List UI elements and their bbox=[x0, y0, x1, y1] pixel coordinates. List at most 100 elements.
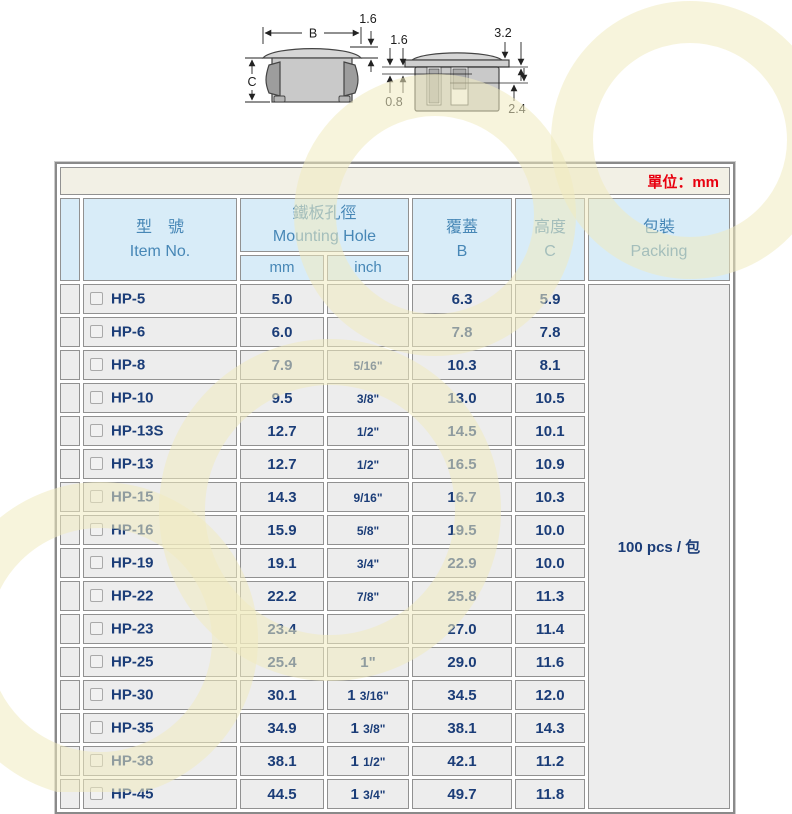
mm-cell: 5.0 bbox=[240, 284, 324, 314]
b-cell: 16.5 bbox=[412, 449, 512, 479]
row-spacer-cell bbox=[60, 482, 80, 512]
dim-sec-bottom-right-label: 2.4 bbox=[508, 102, 525, 116]
b-cell: 42.1 bbox=[412, 746, 512, 776]
header-packing-en: Packing bbox=[630, 242, 688, 260]
item-cell: HP-38 bbox=[83, 746, 237, 776]
inch-fraction: 5/8" bbox=[356, 523, 380, 538]
mm-cell: 30.1 bbox=[240, 680, 324, 710]
mm-cell: 9.5 bbox=[240, 383, 324, 413]
row-checkbox[interactable] bbox=[90, 456, 103, 470]
row-spacer-cell bbox=[60, 350, 80, 380]
inch-fraction: 3/8" bbox=[356, 391, 380, 406]
row-checkbox[interactable] bbox=[90, 654, 103, 668]
inch-cell bbox=[327, 317, 409, 347]
dim-cap-thickness bbox=[350, 31, 378, 72]
header-packing-zh: 包裝 bbox=[642, 219, 675, 237]
inch-fraction: 7/8" bbox=[356, 589, 380, 604]
c-cell: 10.3 bbox=[515, 482, 585, 512]
dim-b-label: B bbox=[309, 27, 317, 41]
row-spacer-cell bbox=[60, 647, 80, 677]
item-cell: HP-10 bbox=[83, 383, 237, 413]
item-no-label: HP-16 bbox=[111, 521, 154, 539]
b-cell: 14.5 bbox=[412, 416, 512, 446]
mm-cell: 14.3 bbox=[240, 482, 324, 512]
dim-sec-left-label: 0.8 bbox=[385, 95, 402, 109]
spec-table: 單位：mm 型 號 Item No. 鐵板孔徑 Mounting Hole 覆蓋… bbox=[54, 161, 736, 814]
c-cell: 11.4 bbox=[515, 614, 585, 644]
row-checkbox[interactable] bbox=[90, 390, 103, 404]
row-spacer-cell bbox=[60, 515, 80, 545]
row-spacer-cell bbox=[60, 680, 80, 710]
mm-cell: 44.5 bbox=[240, 779, 324, 809]
table-row: HP-5 5.0 6.3 5.9 100 pcs / 包 bbox=[60, 284, 730, 809]
row-checkbox[interactable] bbox=[90, 555, 103, 569]
header-item-no-zh: 型 號 bbox=[135, 219, 184, 237]
row-checkbox[interactable] bbox=[90, 291, 103, 305]
row-spacer-cell bbox=[60, 284, 80, 314]
c-cell: 8.1 bbox=[515, 350, 585, 380]
dim-sec-top-right-label: 3.2 bbox=[494, 26, 511, 40]
row-checkbox[interactable] bbox=[90, 786, 103, 800]
header-spacer-cell bbox=[60, 198, 80, 281]
row-checkbox[interactable] bbox=[90, 324, 103, 338]
row-spacer-cell bbox=[60, 548, 80, 578]
row-checkbox[interactable] bbox=[90, 753, 103, 767]
inch-fraction: 9/16" bbox=[353, 490, 383, 505]
inch-cell: 1/2" bbox=[327, 416, 409, 446]
inch-integer: 1 bbox=[350, 719, 364, 737]
item-no-label: HP-10 bbox=[111, 389, 154, 407]
header-inch: inch bbox=[327, 255, 409, 281]
inch-fraction: 1/2" bbox=[363, 754, 386, 769]
mm-cell: 19.1 bbox=[240, 548, 324, 578]
row-checkbox[interactable] bbox=[90, 357, 103, 371]
b-cell: 34.5 bbox=[412, 680, 512, 710]
inch-integer: 1 bbox=[350, 785, 364, 803]
inch-fraction: 1/2" bbox=[356, 457, 380, 472]
mm-cell: 38.1 bbox=[240, 746, 324, 776]
row-checkbox[interactable] bbox=[90, 687, 103, 701]
mm-cell: 25.4 bbox=[240, 647, 324, 677]
b-cell: 22.9 bbox=[412, 548, 512, 578]
header-row-main: 型 號 Item No. 鐵板孔徑 Mounting Hole 覆蓋 B 高度 … bbox=[60, 198, 730, 281]
row-checkbox[interactable] bbox=[90, 621, 103, 635]
header-mounting-en: Mounting Hole bbox=[272, 228, 377, 245]
header-item-no-en: Item No. bbox=[129, 242, 191, 260]
b-cell: 10.3 bbox=[412, 350, 512, 380]
row-checkbox[interactable] bbox=[90, 588, 103, 602]
b-cell: 25.8 bbox=[412, 581, 512, 611]
inch-cell: 1 3/4" bbox=[327, 779, 409, 809]
header-cover-zh: 覆蓋 bbox=[445, 219, 478, 237]
row-checkbox[interactable] bbox=[90, 423, 103, 437]
c-cell: 10.1 bbox=[515, 416, 585, 446]
item-no-label: HP-19 bbox=[111, 554, 154, 572]
row-spacer-cell bbox=[60, 779, 80, 809]
item-cell: HP-30 bbox=[83, 680, 237, 710]
mm-cell: 6.0 bbox=[240, 317, 324, 347]
item-cell: HP-35 bbox=[83, 713, 237, 743]
item-cell: HP-13S bbox=[83, 416, 237, 446]
row-checkbox[interactable] bbox=[90, 489, 103, 503]
row-checkbox[interactable] bbox=[90, 720, 103, 734]
mm-cell: 23.4 bbox=[240, 614, 324, 644]
item-cell: HP-5 bbox=[83, 284, 237, 314]
row-spacer-cell bbox=[60, 383, 80, 413]
header-mounting-hole: 鐵板孔徑 Mounting Hole bbox=[240, 198, 409, 252]
item-no-label: HP-13 bbox=[111, 455, 154, 473]
inch-cell: 3/8" bbox=[327, 383, 409, 413]
inch-fraction: 3/4" bbox=[363, 787, 386, 802]
item-no-label: HP-30 bbox=[111, 686, 154, 704]
inch-cell: 3/4" bbox=[327, 548, 409, 578]
inch-cell: 9/16" bbox=[327, 482, 409, 512]
c-cell: 10.9 bbox=[515, 449, 585, 479]
row-spacer-cell bbox=[60, 581, 80, 611]
row-spacer-cell bbox=[60, 614, 80, 644]
row-checkbox[interactable] bbox=[90, 522, 103, 536]
b-cell: 29.0 bbox=[412, 647, 512, 677]
c-cell: 14.3 bbox=[515, 713, 585, 743]
item-cell: HP-8 bbox=[83, 350, 237, 380]
item-cell: HP-22 bbox=[83, 581, 237, 611]
item-cell: HP-25 bbox=[83, 647, 237, 677]
c-cell: 5.9 bbox=[515, 284, 585, 314]
item-cell: HP-6 bbox=[83, 317, 237, 347]
inch-cell: 5/16" bbox=[327, 350, 409, 380]
